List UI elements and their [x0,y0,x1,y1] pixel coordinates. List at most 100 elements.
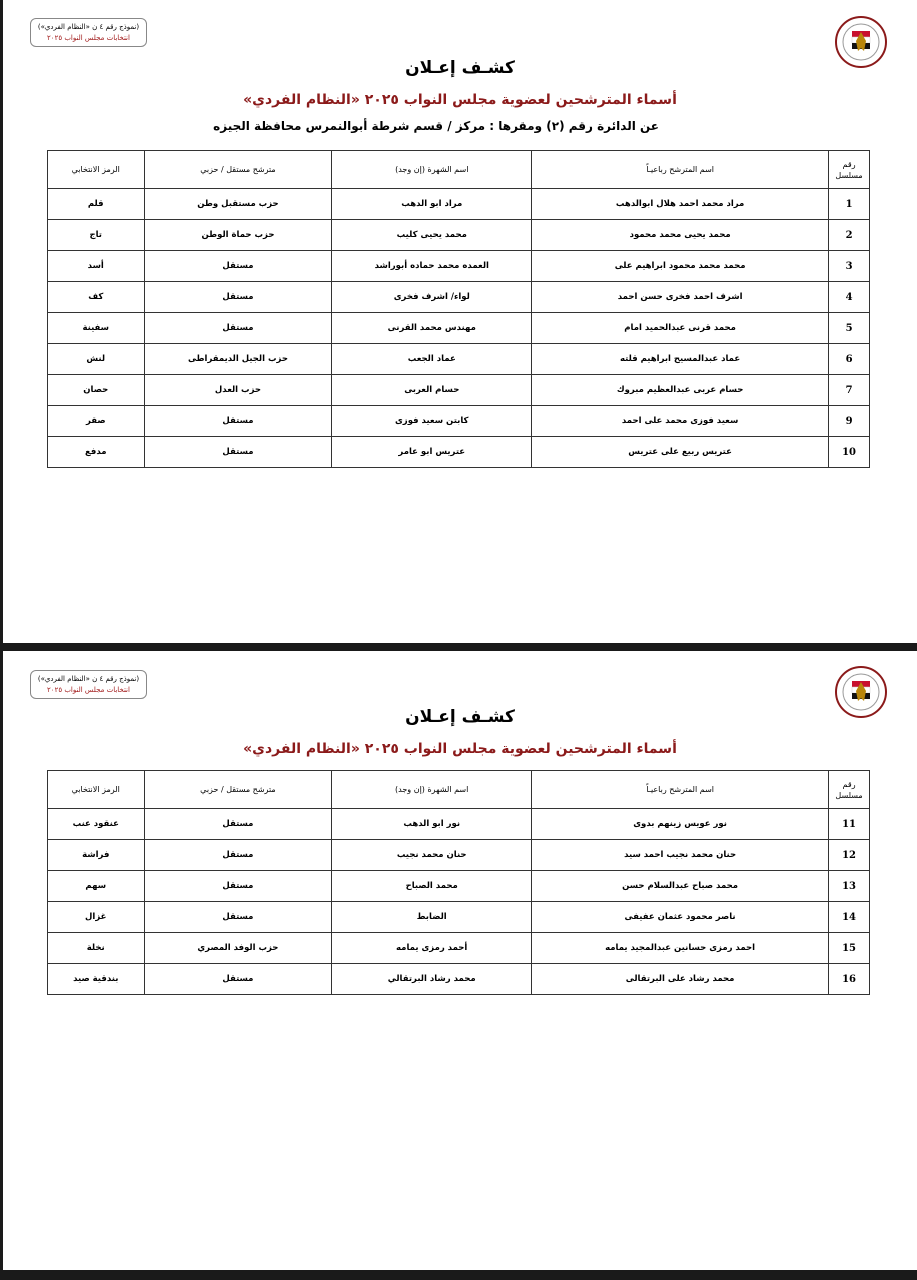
cell-name: محمد صباح عبدالسلام حسن [531,870,830,902]
cell-num: 2 [828,219,870,251]
cell-fame: نور ابو الدهب [331,808,533,840]
table-header: رقم مسلسل اسم المترشح رباعيـاً اسم الشهر… [47,770,870,809]
form-label-box: (نموذج رقم ٤ ن «النظام الفردي») انتخابات… [30,18,147,47]
cell-name: محمد قرنى عبدالحميد امام [531,312,830,344]
page-title: كشـف إعـلان [405,707,515,727]
cell-symbol: صقر [47,405,145,437]
cell-name: نور عويس زينهم بدوى [531,808,830,840]
header-symbol: الرمز الانتخابي [47,770,145,809]
cell-num: 9 [828,405,870,437]
cell-num: 3 [828,250,870,282]
cell-name: عماد عبدالمسيح ابراهيم قلته [531,343,830,375]
header-symbol: الرمز الانتخابي [47,150,145,189]
election-authority-logo-icon [835,666,887,718]
form-label-line1: (نموذج رقم ٤ ن «النظام الفردي») [37,675,140,683]
cell-symbol: مدفع [47,436,145,468]
form-label-line1: (نموذج رقم ٤ ن «النظام الفردي») [37,23,140,31]
cell-fame: مراد ابو الدهب [331,188,533,220]
table-row: 9 سعيد فوزى محمد على احمد كابتن سعيد فوزى م… [47,405,870,437]
cell-name: سعيد فوزى محمد على احمد [531,405,830,437]
cell-num: 6 [828,343,870,375]
cell-num: 5 [828,312,870,344]
cell-symbol: سهم [47,870,145,902]
page-title: كشـف إعـلان [405,58,515,78]
cell-party: مستقل [143,963,333,995]
cell-fame: مهندس محمد القرنى [331,312,533,344]
table-row: 14 ناصر محمود عثمان عفيفى الضابط مستقل غزال [47,901,870,933]
cell-party: مستقل [143,405,333,437]
table-row: 11 نور عويس زينهم بدوى نور ابو الدهب مستقل ع… [47,808,870,840]
cell-num: 13 [828,870,870,902]
cell-fame: العمده محمد حماده أبوراشد [331,250,533,282]
cell-name: محمد رشاد على البرتقالى [531,963,830,995]
cell-fame: حسام العربى [331,374,533,406]
cell-symbol: سفينة [47,312,145,344]
form-label-line2: انتخابات مجلس النواب ٢٠٢٥ [47,686,130,694]
cell-name: اشرف احمد فخرى حسن احمد [531,281,830,313]
cell-fame: أحمد رمزى يمامه [331,932,533,964]
cell-party: مستقل [143,808,333,840]
cell-symbol: غزال [47,901,145,933]
page-1: (نموذج رقم ٤ ن «النظام الفردي») انتخابات… [3,0,917,643]
cell-num: 10 [828,436,870,468]
header-num: رقم مسلسل [828,770,870,809]
cell-party: مستقل [143,250,333,282]
cell-num: 14 [828,901,870,933]
cell-fame: محمد رشاد البرتقالي [331,963,533,995]
cell-symbol: نخلة [47,932,145,964]
cell-party: حزب حماة الوطن [143,219,333,251]
cell-name: حسام عربى عبدالعظيم مبروك [531,374,830,406]
cell-symbol: كف [47,281,145,313]
cell-num: 4 [828,281,870,313]
cell-name: عتريس ربيع على عتريس [531,436,830,468]
cell-fame: الضابط [331,901,533,933]
election-authority-logo-icon [835,16,887,68]
cell-symbol: تاج [47,219,145,251]
table-row: 10 عتريس ربيع على عتريس عتريس ابو عامر مستق… [47,436,870,468]
cell-name: مراد محمد احمد هلال ابوالدهب [531,188,830,220]
cell-fame: محمد الصباح [331,870,533,902]
cell-symbol: أسد [47,250,145,282]
cell-name: محمد يحيى محمد محمود [531,219,830,251]
cell-name: حنان محمد نجيب احمد سيد [531,839,830,871]
header-party: مترشح مستقل / حزبي [143,770,333,809]
cell-party: حزب الوفد المصري [143,932,333,964]
form-label-line2: انتخابات مجلس النواب ٢٠٢٥ [47,34,130,42]
cell-fame: محمد يحيى كليب [331,219,533,251]
cell-party: مستقل [143,870,333,902]
table-row: 13 محمد صباح عبدالسلام حسن محمد الصباح مستق… [47,870,870,902]
cell-symbol: لنش [47,343,145,375]
header-party: مترشح مستقل / حزبي [143,150,333,189]
cell-num: 16 [828,963,870,995]
table-row: 7 حسام عربى عبدالعظيم مبروك حسام العربى حزب… [47,374,870,406]
cell-symbol: حصان [47,374,145,406]
table-row: 3 محمد محمد محمود ابراهيم على العمده محمد … [47,250,870,282]
cell-num: 7 [828,374,870,406]
cell-symbol: عنقود عنب [47,808,145,840]
cell-party: حزب العدل [143,374,333,406]
subtitle: أسماء المترشحين لعضوية مجلس النواب ٢٠٢٥ … [243,92,677,108]
header-fame: اسم الشهرة (إن وجد) [331,770,533,809]
cell-num: 12 [828,839,870,871]
cell-fame: حنان محمد نجيب [331,839,533,871]
table-row: 15 احمد رمزى حسانين عبدالمجيد يمامه أحمد ر… [47,932,870,964]
cell-party: مستقل [143,839,333,871]
table-row: 4 اشرف احمد فخرى حسن احمد لواء/ اشرف فخرى م… [47,281,870,313]
cell-party: مستقل [143,901,333,933]
candidates-table-2: رقم مسلسل اسم المترشح رباعيـاً اسم الشهر… [47,770,870,995]
header-name: اسم المترشح رباعيـاً [531,770,830,809]
header-name: اسم المترشح رباعيـاً [531,150,830,189]
header-num: رقم مسلسل [828,150,870,189]
table-row: 16 محمد رشاد على البرتقالى محمد رشاد البرت… [47,963,870,995]
table-row: 12 حنان محمد نجيب احمد سيد حنان محمد نجيب م… [47,839,870,871]
table-row: 2 محمد يحيى محمد محمود محمد يحيى كليب حزب ح… [47,219,870,251]
cell-party: مستقل [143,312,333,344]
cell-party: حزب مستقبل وطن [143,188,333,220]
cell-party: مستقل [143,281,333,313]
table-row: 5 محمد قرنى عبدالحميد امام مهندس محمد القر… [47,312,870,344]
cell-fame: كابتن سعيد فوزى [331,405,533,437]
cell-party: حزب الجيل الديمقراطى [143,343,333,375]
district-line: عن الدائرة رقم (٢) ومقرها : مركز / قسم ش… [213,119,659,133]
cell-num: 11 [828,808,870,840]
table-row: 6 عماد عبدالمسيح ابراهيم قلته عماد الجعب حز… [47,343,870,375]
